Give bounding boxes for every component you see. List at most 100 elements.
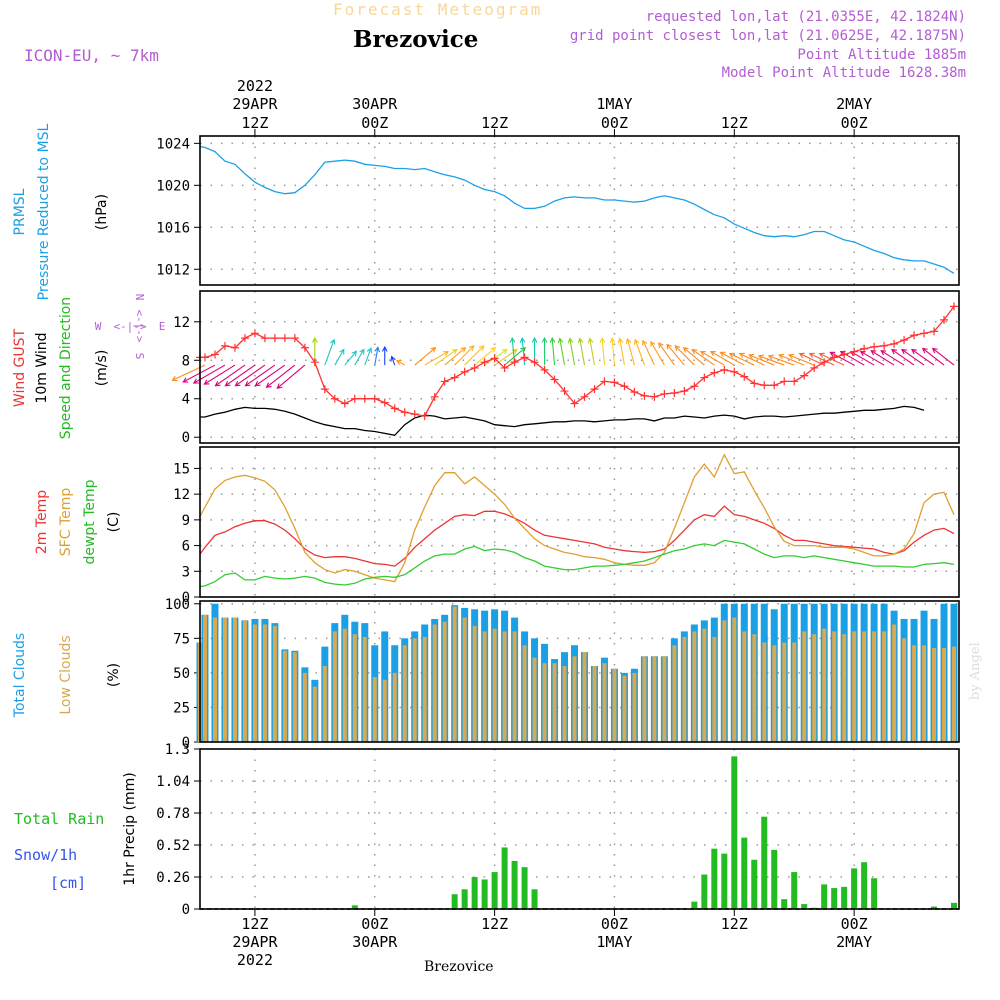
precip-y-tick-label: 0.78	[156, 806, 190, 822]
temperature-panel-frame	[199, 446, 960, 598]
clouds-panel-frame	[199, 600, 960, 743]
precip-unit: 1hr Precip (mm)	[122, 772, 138, 885]
gust-marker	[200, 353, 209, 362]
wind-direction-arrow	[719, 351, 745, 366]
top-time-year: 2022	[237, 77, 273, 95]
wind-direction-arrow	[931, 347, 955, 366]
precip-bar	[951, 902, 958, 909]
precip-bar	[781, 899, 788, 909]
wind-direction-arrow	[633, 338, 645, 366]
wind-direction-arrow	[224, 364, 256, 387]
precip-label-total-rain: Total Rain	[14, 810, 104, 828]
gust-marker	[930, 327, 939, 336]
low-cloud-bar	[562, 665, 567, 742]
gust-marker	[840, 350, 849, 359]
wind-direction-arrow	[265, 364, 296, 388]
low-cloud-bar	[722, 620, 727, 742]
bottom-time-hour: 00Z	[601, 915, 628, 933]
wind-direction-arrow	[444, 346, 467, 366]
pressure-ylabel-msl: Pressure Reduced to MSL	[36, 123, 52, 300]
gust-marker	[290, 334, 299, 343]
low-cloud-bar	[312, 686, 317, 742]
clouds-y-tick-label: 75	[173, 631, 190, 647]
gust-marker	[630, 388, 639, 397]
temp-ylabel-2m: 2m Temp	[34, 490, 50, 554]
wind-direction-arrow	[599, 337, 606, 366]
low-cloud-bar	[232, 617, 237, 742]
wind-y-tick-label: 4	[182, 392, 190, 408]
location-title: Brezovice	[353, 26, 479, 53]
top-time-hour: 00Z	[841, 114, 868, 132]
wind-direction-arrow	[682, 346, 705, 366]
top-time-day: 29APR	[232, 95, 278, 113]
gust-marker	[490, 354, 499, 363]
low-cloud-bar	[792, 642, 797, 742]
gust-marker	[580, 392, 589, 401]
gust-marker	[730, 367, 739, 376]
top-time-hour: 12Z	[481, 114, 508, 132]
clouds-y-tick-label: 50	[173, 666, 190, 682]
temperature-line-dewpt-temp	[199, 539, 955, 588]
pressure-y-tick-label: 1012	[156, 262, 190, 278]
precip-bar	[751, 859, 758, 909]
low-cloud-bar	[272, 625, 277, 742]
low-cloud-bar	[702, 628, 707, 742]
precip-y-tick-label: 1.3	[165, 742, 190, 758]
pressure-y-tick-label: 1020	[156, 178, 190, 194]
low-cloud-bar	[612, 668, 617, 742]
low-cloud-bar	[492, 628, 497, 742]
requested-coordinates: requested lon,lat (21.0355E, 42.1824N)	[645, 9, 966, 25]
wind-direction-arrow	[891, 348, 915, 366]
low-cloud-bar	[772, 645, 777, 742]
low-cloud-bar	[572, 656, 577, 742]
gust-marker	[520, 353, 529, 362]
clouds-ylabel-total: Total Clouds	[12, 633, 28, 718]
wind-direction-arrow	[617, 337, 625, 366]
temp-ylabel-sfc: SFC Temp	[58, 488, 74, 557]
compass-west: W	[95, 320, 102, 333]
wind-direction-arrow	[182, 364, 216, 383]
low-cloud-bar	[242, 620, 247, 742]
low-cloud-bar	[552, 663, 557, 742]
low-cloud-bar	[362, 636, 367, 742]
wind-direction-arrow	[577, 337, 586, 366]
low-cloud-bar	[382, 679, 387, 742]
gust-marker	[300, 343, 309, 352]
gust-marker	[920, 329, 929, 338]
gust-marker	[380, 398, 389, 407]
precip-bar	[721, 853, 728, 909]
wind-direction-arrow	[587, 337, 596, 366]
precip-bar	[871, 878, 878, 909]
wind-direction-arrow	[324, 338, 336, 366]
wind-direction-arrow	[464, 345, 485, 366]
low-cloud-bar	[952, 646, 957, 742]
wind-direction-arrow	[699, 351, 725, 366]
low-cloud-bar	[402, 645, 407, 742]
bottom-time-day: 30APR	[352, 933, 398, 951]
low-cloud-bar	[332, 631, 337, 742]
temperature-y-tick-label: 15	[173, 461, 190, 477]
model-point-altitude: Model Point Altitude 1628.38m	[721, 65, 966, 81]
compass-east: E	[159, 320, 166, 333]
gust-marker	[760, 381, 769, 390]
gust-marker	[680, 387, 689, 396]
low-cloud-bar	[282, 650, 287, 742]
gust-marker	[860, 344, 869, 353]
gust-marker	[370, 394, 379, 403]
precip-bar	[471, 877, 478, 909]
wind-direction-arrow	[910, 348, 935, 366]
clouds-ylabel-low: Low Clouds	[58, 635, 74, 714]
gust-marker	[650, 392, 659, 401]
wind-direction-arrow	[650, 340, 665, 366]
wind-direction-arrow	[214, 364, 246, 387]
low-cloud-bar	[502, 631, 507, 742]
gust-marker	[470, 363, 479, 372]
gust-marker	[910, 331, 919, 340]
gust-marker	[220, 341, 229, 350]
wind-y-tick-label: 12	[173, 315, 190, 331]
wind-direction-arrow	[549, 337, 556, 366]
pressure-line-prmsl	[199, 145, 955, 275]
wind-direction-arrow	[921, 347, 945, 366]
low-cloud-bar	[482, 631, 487, 742]
